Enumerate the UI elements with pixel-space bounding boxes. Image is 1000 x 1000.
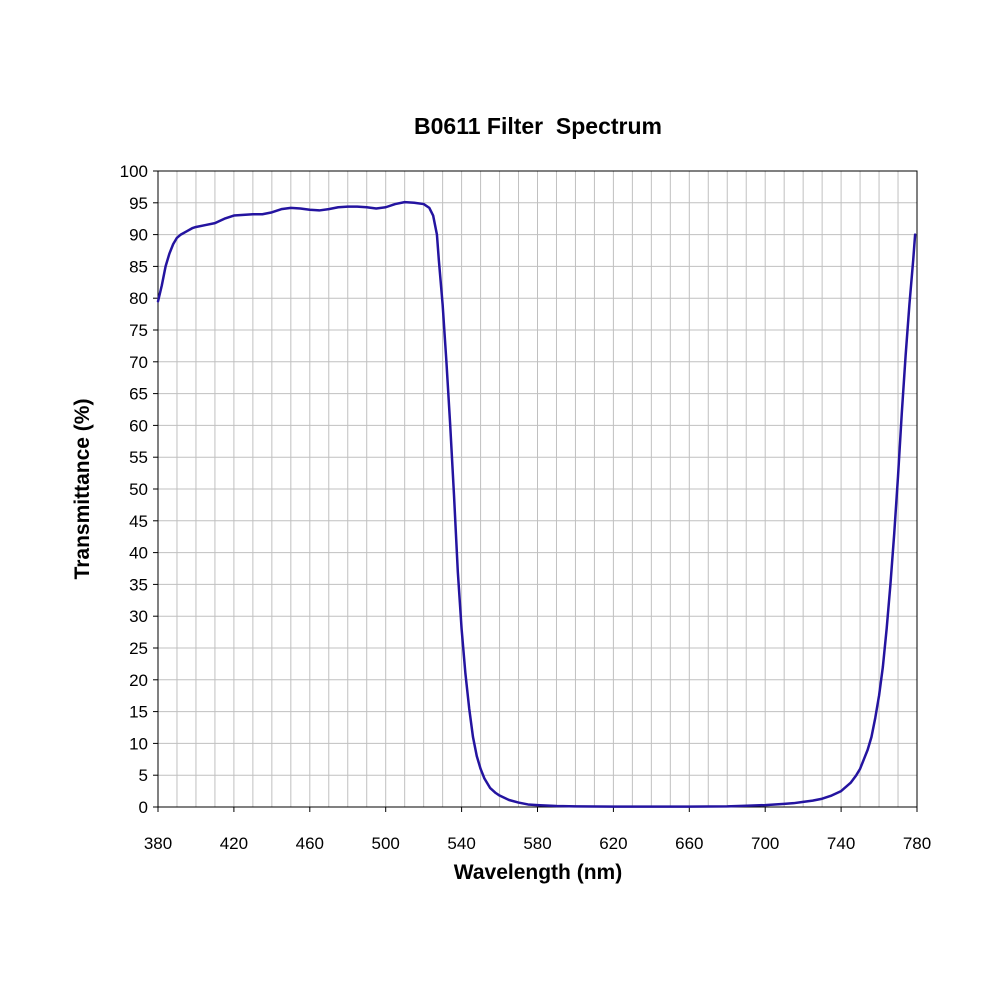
y-tick-label: 35	[129, 575, 148, 594]
x-tick-label: 540	[447, 834, 475, 853]
x-tick-label: 700	[751, 834, 779, 853]
x-tick-label: 420	[220, 834, 248, 853]
y-tick-label: 40	[129, 544, 148, 563]
y-tick-label: 0	[139, 798, 148, 817]
y-axis: 0 5 10 15 20 25 30 35 40 45 50 55 60 65 70 75 80 85 90 95 10…	[120, 162, 158, 817]
y-tick-label: 50	[129, 480, 148, 499]
y-tick-label: 55	[129, 448, 148, 467]
x-tick-label: 780	[903, 834, 931, 853]
y-tick-label: 70	[129, 353, 148, 372]
y-tick-label: 45	[129, 512, 148, 531]
x-tick-label: 620	[599, 834, 627, 853]
y-tick-label: 75	[129, 321, 148, 340]
y-tick-label: 100	[120, 162, 148, 181]
x-tick-label: 380	[144, 834, 172, 853]
y-tick-label: 5	[139, 766, 148, 785]
y-axis-title: Transmittance (%)	[71, 399, 94, 580]
x-axis-title: Wavelength (nm)	[454, 861, 622, 884]
grid	[158, 171, 917, 807]
x-tick-label: 460	[296, 834, 324, 853]
y-tick-label: 25	[129, 639, 148, 658]
y-tick-label: 80	[129, 289, 148, 308]
y-tick-label: 30	[129, 607, 148, 626]
y-tick-label: 15	[129, 703, 148, 722]
y-tick-label: 60	[129, 416, 148, 435]
x-tick-label: 500	[372, 834, 400, 853]
y-tick-label: 65	[129, 385, 148, 404]
x-axis: 380 420 460 500 540 580 620 660 700 740 780	[144, 807, 931, 853]
x-tick-label: 660	[675, 834, 703, 853]
y-tick-label: 10	[129, 734, 148, 753]
y-tick-label: 85	[129, 257, 148, 276]
x-tick-label: 740	[827, 834, 855, 853]
y-tick-label: 20	[129, 671, 148, 690]
y-tick-label: 95	[129, 194, 148, 213]
y-tick-label: 90	[129, 226, 148, 245]
chart-title: B0611 Filter Spectrum	[414, 113, 662, 139]
transmittance-line	[156, 200, 917, 808]
x-tick-label: 580	[523, 834, 551, 853]
